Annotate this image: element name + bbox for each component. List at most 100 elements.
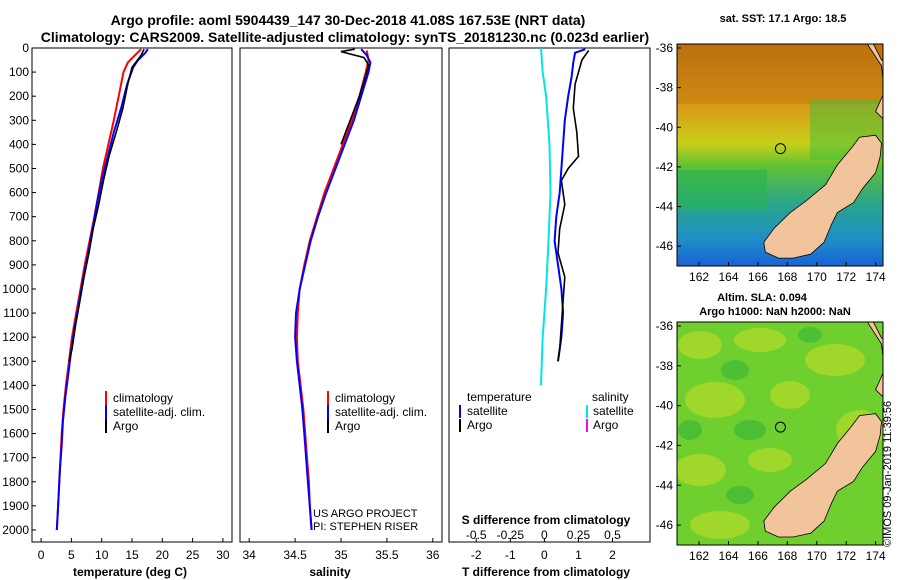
depth-tick-label: 1400 bbox=[2, 378, 29, 392]
legend-climatology-label: climatology bbox=[335, 391, 395, 405]
figure-title-line-1: Argo profile: aoml 5904439_147 30-Dec-20… bbox=[111, 12, 586, 28]
lon-tick-label: 162 bbox=[689, 270, 709, 284]
lat-tick-label: -46 bbox=[656, 239, 674, 253]
depth-tick-label: 2000 bbox=[2, 523, 29, 537]
sst-field bbox=[677, 44, 883, 266]
new-zealand-land bbox=[763, 44, 883, 259]
sla-map-title: Altim. SLA: 0.094 bbox=[717, 292, 808, 304]
legend-argo-label: Argo bbox=[335, 419, 361, 433]
temperature-panel: 0100200300400500600700800900100011001200… bbox=[2, 41, 233, 579]
x-tick-label: -1 bbox=[505, 548, 516, 562]
depth-tick-label: 700 bbox=[9, 210, 29, 224]
sla-map-subtitle: Argo h1000: NaN h2000: NaN bbox=[699, 306, 851, 318]
x-tick-label: 1 bbox=[575, 548, 582, 562]
sst-map-frame bbox=[676, 43, 884, 267]
lon-tick-label: 174 bbox=[866, 549, 886, 563]
lon-tick-label: 172 bbox=[836, 270, 856, 284]
imos-timestamp: ©IMOS 09-Jan-2019 11:39:56 bbox=[882, 401, 894, 547]
sst-map-axes: 162 164 166 168 170 172 174 -36 -38 -40 -42 -44 -46 bbox=[656, 41, 886, 284]
legend-t-argo-label: Argo bbox=[467, 418, 493, 432]
argo-float-marker bbox=[774, 421, 786, 433]
salinity-axis: 34 34.5 35 35.5 36 bbox=[243, 538, 440, 562]
depth-tick-label: 900 bbox=[9, 258, 29, 272]
x-tick-label: -2 bbox=[471, 548, 482, 562]
difference-legend: temperature salinity satellite Argo sate… bbox=[459, 390, 634, 432]
sla-map-axes: 162 164 166 168 170 172 174 -36 -38 -40 -42 -44 -46 bbox=[656, 319, 886, 563]
temperature-plot-frame bbox=[31, 47, 233, 543]
legend-s-satellite-label: satellite bbox=[593, 404, 634, 418]
depth-tick-label: 300 bbox=[9, 113, 29, 127]
lat-tick-label: -38 bbox=[656, 359, 674, 373]
lon-tick-label: 172 bbox=[836, 549, 856, 563]
series-salinity-satellite-line bbox=[540, 47, 552, 386]
lat-tick-label: -36 bbox=[656, 41, 674, 55]
x-tick-label: 25 bbox=[186, 548, 200, 562]
s-difference-tick-label: 0.25 bbox=[567, 528, 591, 542]
lon-tick-label: 166 bbox=[748, 549, 768, 563]
depth-tick-label: 1800 bbox=[2, 475, 29, 489]
difference-plot-frame bbox=[448, 47, 651, 543]
s-difference-axis: -0.5 -0.25 0 0.25 0.5 bbox=[466, 528, 621, 542]
legend-temperature-heading: temperature bbox=[467, 390, 532, 404]
series-argo-line bbox=[68, 48, 145, 362]
x-tick-label: 35 bbox=[334, 548, 348, 562]
temperature-axis: 0 5 10 15 20 25 30 bbox=[38, 538, 230, 562]
lon-tick-label: 164 bbox=[718, 270, 738, 284]
south-island-shape bbox=[763, 413, 882, 538]
s-difference-axis-label: S difference from climatology bbox=[462, 513, 631, 527]
lat-tick-label: -40 bbox=[656, 399, 674, 413]
new-zealand-land bbox=[763, 322, 883, 538]
depth-tick-label: 1100 bbox=[3, 306, 29, 320]
x-tick-label: 34 bbox=[243, 548, 257, 562]
lat-tick-label: -44 bbox=[656, 200, 674, 214]
lat-tick-label: -46 bbox=[656, 518, 674, 532]
lon-tick-label: 168 bbox=[777, 549, 797, 563]
x-tick-label: 2 bbox=[609, 548, 616, 562]
temperature-axis-label: temperature (deg C) bbox=[73, 565, 187, 579]
depth-tick-label: 800 bbox=[9, 234, 29, 248]
legend-satellite-label: satellite-adj. clim. bbox=[335, 405, 427, 419]
x-tick-label: 30 bbox=[216, 548, 230, 562]
x-tick-label: 5 bbox=[68, 548, 75, 562]
depth-tick-label: 1300 bbox=[2, 354, 29, 368]
depth-tick-label: 500 bbox=[9, 161, 29, 175]
s-difference-tick-label: 0 bbox=[541, 528, 548, 542]
credit-pi: PI: STEPHEN RISER bbox=[313, 521, 418, 533]
legend-argo-label: Argo bbox=[113, 419, 139, 433]
salinity-legend: climatology satellite-adj. clim. Argo bbox=[327, 391, 427, 433]
depth-tick-label: 400 bbox=[9, 137, 29, 151]
salinity-panel: 34 34.5 35 35.5 36 salinity climatology sate… bbox=[239, 47, 443, 579]
difference-lines bbox=[540, 47, 590, 386]
x-tick-label: 20 bbox=[156, 548, 170, 562]
legend-s-argo-label: Argo bbox=[593, 418, 619, 432]
figure-title-line-2: Climatology: CARS2009. Satellite-adjuste… bbox=[41, 29, 649, 45]
x-tick-label: 10 bbox=[95, 548, 109, 562]
salinity-axis-label: salinity bbox=[309, 565, 351, 579]
lon-tick-label: 164 bbox=[718, 549, 738, 563]
t-difference-axis-label: T difference from climatology bbox=[462, 565, 630, 579]
depth-tick-label: 0 bbox=[22, 41, 29, 55]
series-satellite-adj-clim-line bbox=[294, 48, 372, 531]
series-temperature-satellite-line bbox=[553, 48, 586, 362]
temperature-legend: climatology satellite-adj. clim. Argo bbox=[105, 391, 205, 433]
south-island-shape bbox=[763, 134, 882, 259]
series-temperature-argo-line bbox=[557, 49, 590, 362]
legend-satellite-label: satellite-adj. clim. bbox=[113, 405, 205, 419]
legend-climatology-label: climatology bbox=[113, 391, 173, 405]
depth-tick-label: 1900 bbox=[2, 499, 29, 513]
s-difference-tick-label: 0.5 bbox=[604, 528, 621, 542]
lon-tick-label: 170 bbox=[807, 549, 827, 563]
x-tick-label: 15 bbox=[125, 548, 139, 562]
sla-field bbox=[677, 322, 883, 545]
s-difference-tick-label: -0.5 bbox=[466, 528, 487, 542]
lon-tick-label: 170 bbox=[807, 270, 827, 284]
sla-map-frame bbox=[676, 321, 884, 546]
lat-tick-label: -36 bbox=[656, 319, 674, 333]
legend-t-satellite-label: satellite bbox=[467, 404, 508, 418]
salinity-lines bbox=[294, 48, 372, 531]
lon-tick-label: 174 bbox=[866, 270, 886, 284]
temperature-lines bbox=[55, 48, 149, 531]
x-tick-label: 0 bbox=[38, 548, 45, 562]
north-island-shape bbox=[866, 322, 883, 398]
depth-tick-label: 1700 bbox=[2, 451, 29, 465]
